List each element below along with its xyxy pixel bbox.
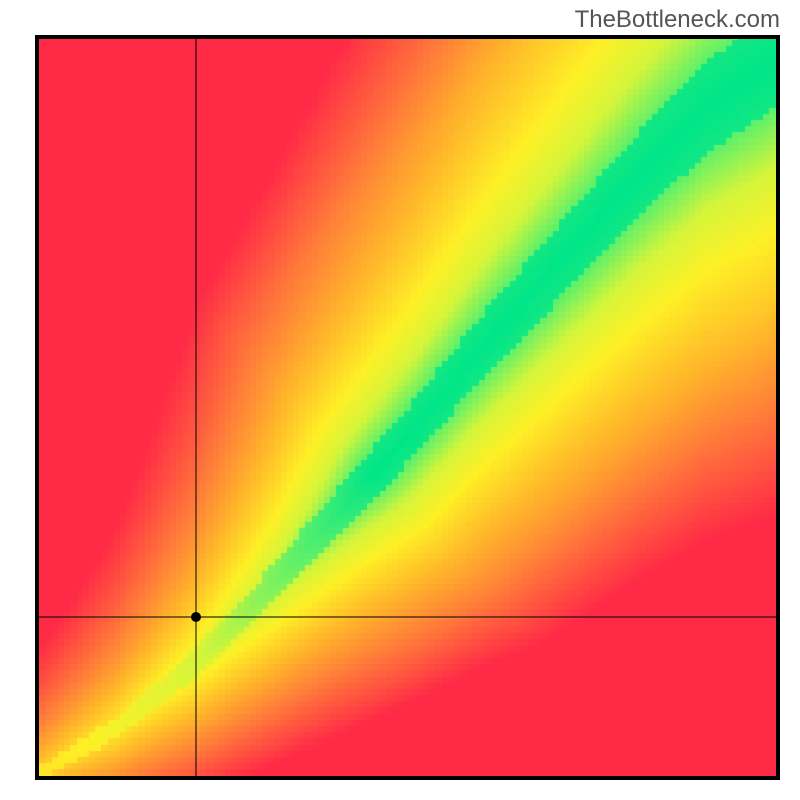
crosshair-vertical (195, 39, 196, 776)
crosshair-horizontal (39, 616, 776, 617)
watermark-text: TheBottleneck.com (575, 6, 780, 34)
plot-frame (35, 35, 780, 780)
chart-container: TheBottleneck.com (0, 0, 800, 800)
marker-dot (191, 612, 201, 622)
bottleneck-heatmap (39, 39, 776, 776)
